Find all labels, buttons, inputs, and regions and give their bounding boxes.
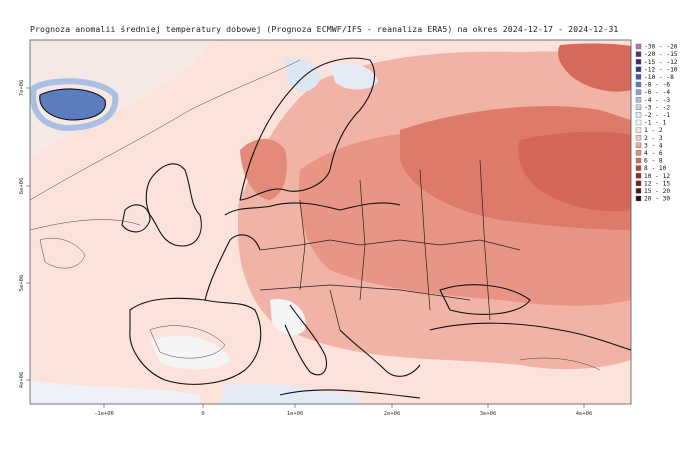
legend-label: -4 - -3 <box>644 97 670 104</box>
legend-label: -3 - -2 <box>644 104 670 111</box>
coastlines <box>39 57 631 399</box>
map-title: Prognoza anomalii średniej temperatury d… <box>30 24 619 34</box>
legend-label: 15 - 20 <box>644 188 670 195</box>
legend-label: -6 - -4 <box>644 89 670 96</box>
x-tick-label: 4e+06 <box>576 411 593 417</box>
y-tick-label: 5e+06 <box>19 275 25 292</box>
x-tick-label: 3e+06 <box>480 411 497 417</box>
legend-swatch <box>635 81 642 88</box>
legend-label: -10 - -8 <box>644 74 674 81</box>
legend-label: -8 - -6 <box>644 82 670 89</box>
plot-frame <box>29 39 632 405</box>
turkey-coast <box>429 322 631 351</box>
legend-swatch <box>635 104 642 111</box>
iberia-neutral-patch <box>150 335 230 370</box>
russia-warmest-core <box>518 131 631 212</box>
legend-swatch <box>635 195 642 202</box>
legend-label: -2 - -1 <box>644 112 670 119</box>
lapland-cool-patch <box>330 63 378 90</box>
legend-label: 6 - 8 <box>644 158 663 165</box>
iceland-coast <box>39 88 106 121</box>
legend-swatch <box>635 157 642 164</box>
x-tick-label: 1e+06 <box>287 411 304 417</box>
legend-swatch <box>635 150 642 156</box>
y-tick-label: 7e+06 <box>19 80 25 97</box>
iceland-cool-ring <box>30 78 119 132</box>
x-tick-label: 0 <box>201 411 204 417</box>
x-tick-label: -1e+06 <box>94 411 114 417</box>
legend-swatch <box>635 134 642 141</box>
legend-swatch <box>635 172 642 179</box>
legend-label: -1 - 1 <box>644 120 667 127</box>
y-tick-label: 6e+06 <box>19 178 25 195</box>
france-coast <box>204 234 261 301</box>
map-plot-area <box>30 40 631 404</box>
y-tick-label: 4e+06 <box>19 372 25 389</box>
legend-swatch <box>635 51 642 57</box>
legend-swatch <box>635 74 642 80</box>
legend-swatch <box>635 142 642 149</box>
scandinavia-warm-patch <box>240 138 287 200</box>
legend-label: -20 - -15 <box>644 51 678 58</box>
norway-cool-patch <box>285 58 320 92</box>
x-tick-label: 2e+06 <box>384 411 401 417</box>
y-axis: 7e+06 6e+06 5e+06 4e+06 <box>19 80 30 389</box>
baltic-coast <box>224 202 401 216</box>
legend-swatch <box>635 66 642 73</box>
legend-label: 10 - 12 <box>644 173 670 180</box>
legend-swatch <box>635 127 642 133</box>
balkans-coast <box>339 329 421 377</box>
country-borders <box>259 159 521 331</box>
ireland-coast <box>121 204 151 233</box>
legend-label: 4 - 6 <box>644 150 663 157</box>
x-axis: -1e+06 0 1e+06 2e+06 3e+06 4e+06 <box>94 404 592 417</box>
south-atlantic-neutral-zone <box>30 380 200 404</box>
legend-label: -12 - -10 <box>644 66 678 73</box>
legend-swatch <box>635 43 642 50</box>
legend-swatch <box>635 165 642 171</box>
sahara-cool-zone <box>220 383 360 404</box>
legend-label: -15 - -12 <box>644 59 678 66</box>
legend-label: 3 - 4 <box>644 142 663 149</box>
legend-label: 8 - 10 <box>644 165 667 172</box>
black-sea-coast <box>439 284 531 315</box>
scandinavia-coast <box>239 57 375 201</box>
contour-lines <box>30 59 601 371</box>
arctic-warm-core <box>558 43 631 92</box>
legend-swatch <box>635 180 642 187</box>
italy-coast <box>284 304 328 376</box>
iceland-cold-core <box>39 88 106 120</box>
legend-swatch <box>635 112 642 118</box>
legend-label: 1 - 2 <box>644 127 663 134</box>
legend-label: 12 - 15 <box>644 180 670 187</box>
alps-neutral-patch <box>270 299 306 336</box>
legend-swatch <box>635 96 642 103</box>
color-legend: -30 - -20-20 - -15-15 - -12-12 - -10-10 … <box>635 43 678 203</box>
legend-swatch <box>635 119 642 126</box>
legend-swatch <box>635 188 642 194</box>
legend-swatch <box>635 59 642 65</box>
legend-label: -30 - -20 <box>644 44 678 51</box>
legend-label: 20 - 30 <box>644 196 670 203</box>
iberia-coast <box>129 297 262 385</box>
north-africa-coast <box>279 389 421 399</box>
legend-label: 2 - 3 <box>644 135 663 142</box>
legend-swatch <box>635 89 642 95</box>
